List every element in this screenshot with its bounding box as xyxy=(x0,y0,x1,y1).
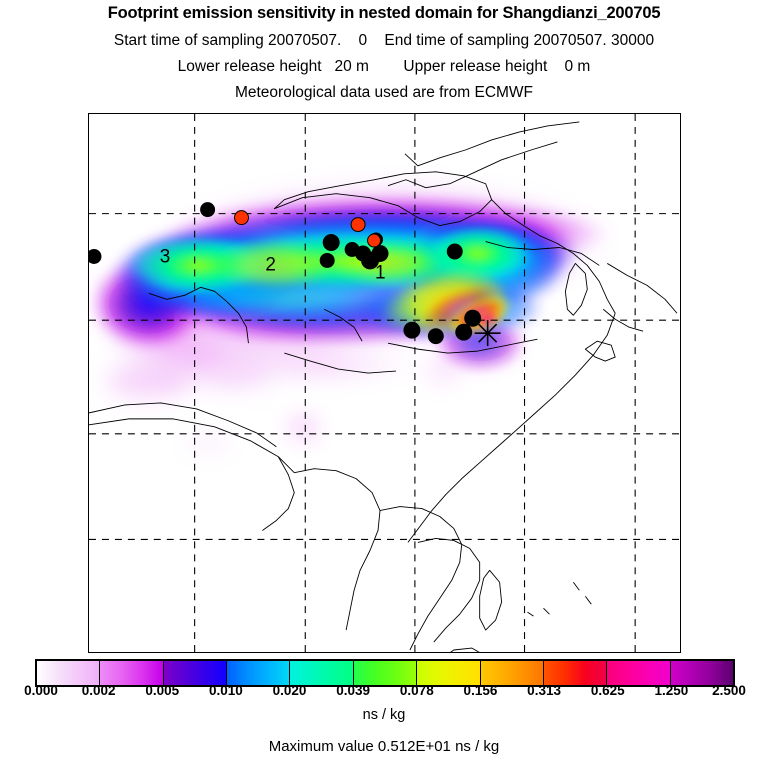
map-canvas: 1 2 3 xyxy=(89,114,680,652)
colorbar-tick-7: 0.156 xyxy=(463,683,498,698)
colorbar-tick-11: 2.500 xyxy=(712,683,746,698)
station-markers-orange xyxy=(234,210,382,248)
station-marker xyxy=(427,328,444,345)
region-labels: 1 2 3 xyxy=(160,246,386,283)
colorbar-tick-0: 0.000 xyxy=(24,683,58,698)
station-marker xyxy=(200,202,216,218)
station-marker xyxy=(319,252,335,268)
sampling-time-line: Start time of sampling 20070507. 0 End t… xyxy=(113,32,655,49)
colorbar-tick-1: 0.002 xyxy=(81,683,116,698)
station-marker xyxy=(464,309,482,327)
colorbar-segment-4 xyxy=(290,661,354,685)
colorbar-tick-2: 0.005 xyxy=(145,683,180,698)
colorbar-tick-labels: 0.000 0.002 0.005 0.010 0.020 0.039 0.078 0.156… xyxy=(0,683,768,703)
colorbar-tick-4: 0.020 xyxy=(272,683,307,698)
station-marker xyxy=(322,234,340,251)
station-marker-highlight xyxy=(234,210,249,226)
meteorology-line: Meteorological data used are from ECMWF xyxy=(234,84,534,101)
maximum-value-label: Maximum value 0.512E+01 ns / kg xyxy=(268,738,500,755)
colorbar-unit-label: ns / kg xyxy=(362,707,406,723)
colorbar-segment-8 xyxy=(543,661,608,685)
region-label-2: 2 xyxy=(265,254,276,275)
colorbar-tick-10: 1.250 xyxy=(654,683,689,698)
colorbar-tick-5: 0.039 xyxy=(336,683,371,698)
region-label-3: 3 xyxy=(160,246,171,267)
station-marker xyxy=(446,243,463,260)
colorbar-segment-1 xyxy=(100,661,164,685)
colorbar-segment-10 xyxy=(670,661,733,685)
release-height-line: Lower release height 20 m Upper release … xyxy=(177,58,591,75)
figure-title: Footprint emission sensitivity in nested… xyxy=(107,4,661,22)
colorbar-segment-3 xyxy=(227,661,291,685)
station-marker-highlight xyxy=(350,217,366,233)
map-gridlines xyxy=(89,114,680,652)
station-marker xyxy=(455,323,473,341)
station-marker xyxy=(89,249,102,264)
map-coastlines xyxy=(89,121,678,652)
colorbar-tick-6: 0.078 xyxy=(399,683,434,698)
colorbar-segment-5 xyxy=(353,661,418,685)
colorbar-segment-9 xyxy=(607,661,671,685)
colorbar-segment-2 xyxy=(163,661,228,685)
station-marker xyxy=(371,245,389,262)
colorbar-segment-7 xyxy=(480,661,544,685)
release-point-marker xyxy=(474,320,501,347)
region-label-1: 1 xyxy=(375,262,386,283)
station-marker-highlight xyxy=(367,233,382,248)
colorbar-segment-6 xyxy=(417,661,481,685)
colorbar-segment-0 xyxy=(37,661,101,685)
colorbar-tick-9: 0.625 xyxy=(590,683,625,698)
map-panel: 1 2 3 xyxy=(88,113,681,653)
colorbar-tick-3: 0.010 xyxy=(209,683,243,698)
colorbar-tick-8: 0.313 xyxy=(527,683,561,698)
footprint-plume-specks xyxy=(106,363,459,452)
colorbar xyxy=(35,659,735,687)
station-marker xyxy=(403,321,421,339)
